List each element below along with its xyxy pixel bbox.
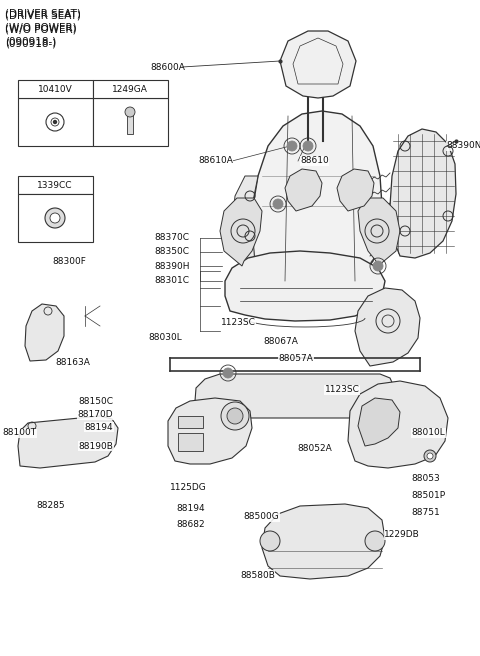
PathPatch shape	[280, 31, 356, 98]
Text: 88057A: 88057A	[278, 354, 313, 363]
Text: 88010L: 88010L	[412, 428, 445, 438]
Bar	[18, 98, 93, 146]
Text: 1125DG: 1125DG	[170, 483, 207, 492]
Circle shape	[373, 261, 383, 271]
Text: 88350C: 88350C	[155, 247, 190, 256]
PathPatch shape	[25, 304, 64, 361]
PathPatch shape	[168, 398, 252, 464]
PathPatch shape	[18, 416, 118, 468]
PathPatch shape	[348, 381, 448, 468]
Circle shape	[427, 453, 433, 459]
Text: 88300F: 88300F	[52, 257, 86, 266]
Text: 88370C: 88370C	[155, 233, 190, 242]
Text: 88285: 88285	[36, 501, 65, 510]
Bar	[93, 98, 168, 146]
Text: 88390H: 88390H	[154, 262, 190, 271]
PathPatch shape	[252, 111, 382, 291]
Text: (090918-): (090918-)	[5, 38, 56, 48]
Text: (090918-): (090918-)	[5, 36, 56, 46]
Text: 10410V: 10410V	[37, 85, 72, 94]
PathPatch shape	[358, 398, 400, 446]
Circle shape	[50, 213, 60, 223]
Text: 88682: 88682	[177, 520, 205, 529]
Text: 1229DB: 1229DB	[384, 530, 420, 539]
Bar	[178, 433, 203, 451]
Bar	[127, 114, 133, 134]
PathPatch shape	[262, 504, 385, 579]
Text: (DRIVER SEAT): (DRIVER SEAT)	[5, 10, 81, 20]
Circle shape	[53, 121, 57, 123]
Text: 88150C: 88150C	[78, 397, 113, 406]
Circle shape	[45, 208, 65, 228]
Text: 88030L: 88030L	[149, 333, 182, 342]
PathPatch shape	[225, 251, 385, 321]
Text: (DRIVER SEAT): (DRIVER SEAT)	[5, 8, 81, 18]
PathPatch shape	[285, 169, 322, 211]
Circle shape	[125, 107, 135, 117]
Text: 1123SC: 1123SC	[221, 318, 256, 327]
PathPatch shape	[337, 169, 374, 211]
Circle shape	[273, 199, 283, 209]
Circle shape	[260, 531, 280, 551]
Circle shape	[365, 531, 385, 551]
Bar	[18, 80, 93, 98]
Text: 88390N: 88390N	[446, 141, 480, 150]
Text: 88500G: 88500G	[244, 512, 279, 522]
Text: 88170D: 88170D	[78, 410, 113, 419]
Text: 88067A: 88067A	[263, 337, 298, 346]
Text: 88190B: 88190B	[78, 441, 113, 451]
PathPatch shape	[232, 176, 258, 266]
Circle shape	[223, 368, 233, 378]
PathPatch shape	[390, 129, 456, 258]
PathPatch shape	[355, 288, 420, 366]
Text: 88194: 88194	[177, 504, 205, 513]
Text: (W/O POWER): (W/O POWER)	[5, 22, 77, 32]
Text: 88751: 88751	[412, 508, 441, 518]
Circle shape	[287, 141, 297, 151]
Text: 88194: 88194	[84, 422, 113, 432]
Text: 88301C: 88301C	[155, 276, 190, 285]
Circle shape	[221, 402, 249, 430]
Text: 88052A: 88052A	[298, 443, 332, 453]
PathPatch shape	[220, 198, 262, 266]
Text: 88501P: 88501P	[412, 491, 446, 501]
Bar	[18, 194, 93, 242]
PathPatch shape	[195, 374, 395, 418]
Text: (W/O POWER): (W/O POWER)	[5, 24, 77, 34]
Text: 1339CC: 1339CC	[37, 180, 73, 190]
Text: 88100T: 88100T	[2, 428, 36, 438]
Text: 1123SC: 1123SC	[324, 385, 360, 394]
Text: 1249GA: 1249GA	[112, 85, 148, 94]
Bar	[178, 416, 203, 428]
Text: 88610: 88610	[300, 156, 329, 165]
Text: 88053: 88053	[412, 474, 441, 483]
Text: 88163A: 88163A	[55, 358, 90, 367]
Circle shape	[303, 141, 313, 151]
Bar	[18, 176, 93, 194]
Text: 88580B: 88580B	[240, 571, 275, 580]
Circle shape	[424, 450, 436, 462]
Circle shape	[227, 408, 243, 424]
PathPatch shape	[358, 198, 400, 266]
Bar	[93, 80, 168, 98]
Text: 88600A: 88600A	[150, 63, 185, 72]
Text: 88610A: 88610A	[198, 156, 233, 165]
